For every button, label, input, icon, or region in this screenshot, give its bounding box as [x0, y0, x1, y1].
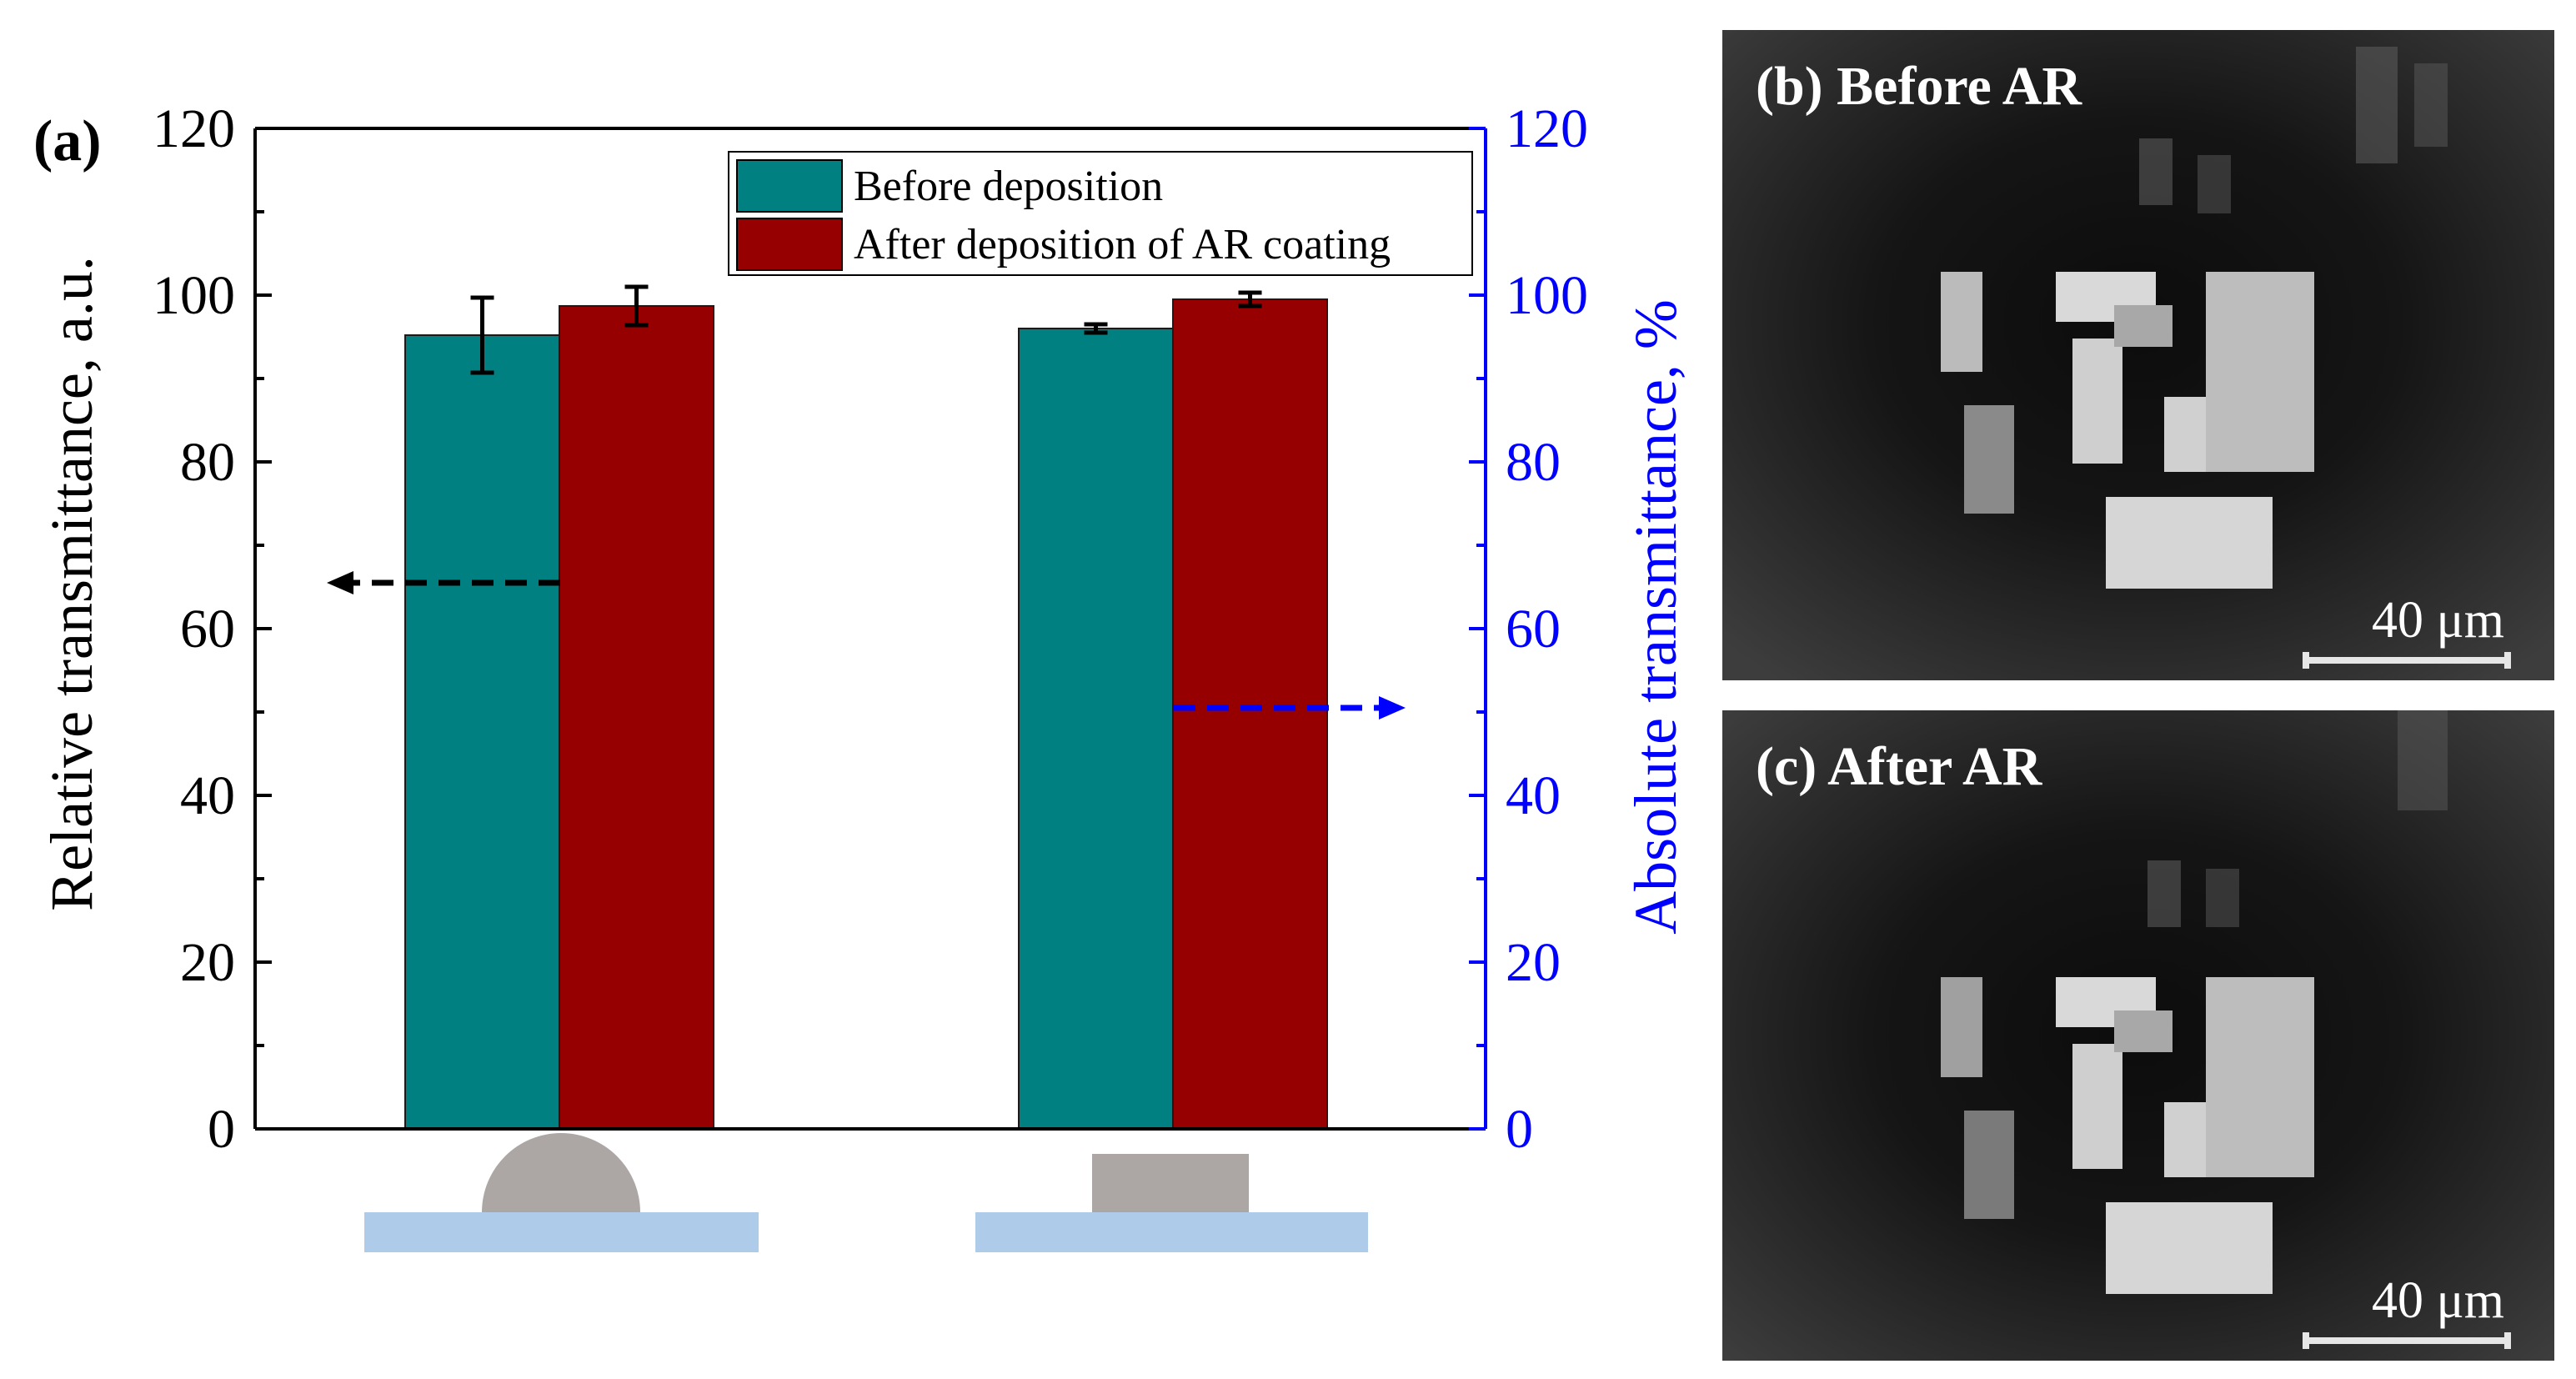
bar	[405, 335, 559, 1129]
right-tick-label: 80	[1506, 432, 1561, 493]
right-tick-label: 120	[1506, 98, 1588, 159]
lens-structure	[482, 1133, 640, 1212]
arrow-head-right	[1379, 696, 1406, 720]
micrograph-title: (c) After AR	[1756, 735, 2042, 799]
bar	[559, 306, 714, 1129]
legend-swatch	[737, 160, 842, 212]
left-tick-label: 20	[180, 932, 235, 993]
micrograph-after-ar: (c) After AR 40 μm	[1722, 710, 2554, 1361]
right-tick-label: 20	[1506, 932, 1561, 993]
substrate-lens	[364, 1212, 759, 1252]
left-tick-label: 40	[180, 765, 235, 826]
micrograph-image	[1722, 710, 2554, 1361]
legend-label: After deposition of AR coating	[854, 221, 1391, 268]
right-tick-label: 40	[1506, 765, 1561, 826]
micrograph-title: (b) Before AR	[1756, 55, 2082, 118]
bar	[1173, 299, 1327, 1129]
scale-bar-label: 40 μm	[2372, 591, 2504, 650]
bar	[1019, 328, 1173, 1129]
panel-label: (a)	[33, 109, 102, 173]
left-tick-label: 120	[153, 98, 235, 159]
micrograph-before-ar: (b) Before AR 40 μm	[1722, 30, 2554, 680]
right-tick-label: 0	[1506, 1099, 1533, 1160]
legend: Before deposition After deposition of AR …	[729, 152, 1472, 275]
legend-swatch	[737, 218, 842, 270]
scale-bar	[2303, 657, 2511, 664]
right-tick-label: 60	[1506, 599, 1561, 659]
micrograph-image	[1722, 30, 2554, 680]
scale-bar	[2303, 1337, 2511, 1344]
scale-bar-label: 40 μm	[2372, 1271, 2504, 1331]
right-axis-title: Absolute transmittance, %	[1622, 299, 1689, 935]
arrow-head-left	[327, 571, 353, 594]
rect-structure	[1092, 1154, 1249, 1212]
right-tick-label: 100	[1506, 265, 1588, 326]
left-axis-title: Relative transmittance, a.u.	[38, 256, 105, 911]
left-tick-label: 80	[180, 432, 235, 493]
bar-chart: 0 0 20 20 40 40 60 60 80 80 100 100 120 120 Before de…	[0, 0, 1717, 1379]
left-tick-label: 0	[208, 1099, 235, 1160]
legend-label: Before deposition	[854, 163, 1163, 210]
substrate-rect	[975, 1212, 1368, 1252]
left-tick-label: 100	[153, 265, 235, 326]
bars-layer	[405, 299, 1327, 1129]
left-tick-label: 60	[180, 599, 235, 659]
